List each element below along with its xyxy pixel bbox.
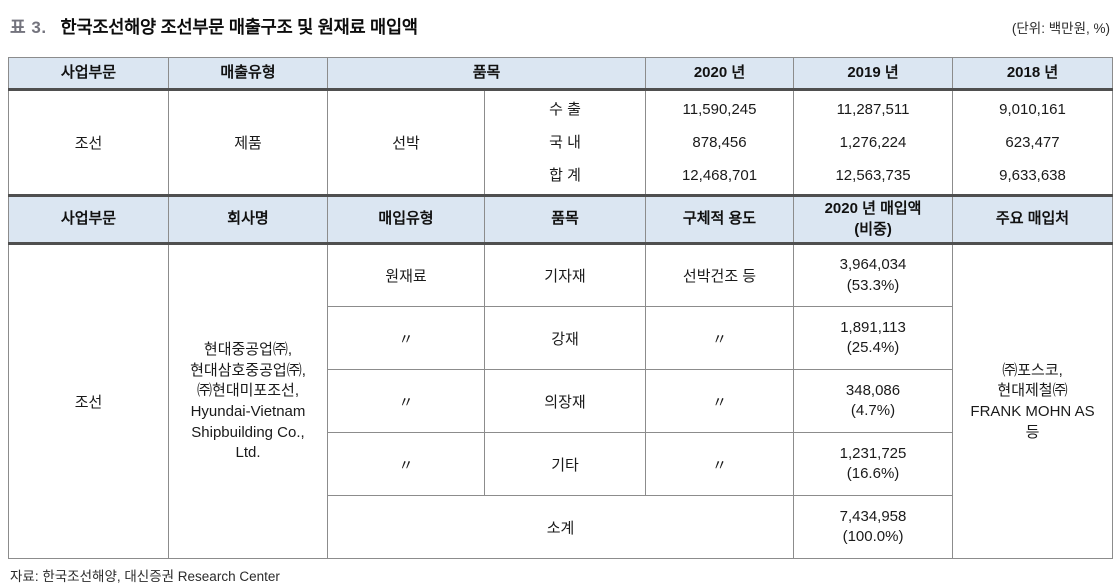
col-header-item-2: 품목 [483,193,647,246]
cell-usage-1: 선박건조 등 [645,243,795,308]
cell-sales-item: 선박 [327,89,485,196]
cell-purchase-type-3: 〃 [327,369,485,434]
value-export-2020: 11,590,245 [682,101,757,118]
cell-company-names: 현대중공업㈜, 현대삼호중공업㈜, ㈜현대미포조선, Hyundai-Vietn… [168,243,328,560]
value-domestic-2018: 623,477 [1005,134,1060,151]
cell-purchase-type-2: 〃 [327,306,485,371]
unit-note: (단위: 백만원, %) [1011,21,1110,36]
table-title-row: 표 3. 한국조선해양 조선부문 매출구조 및 원재료 매입액 (단위: 백만원… [8,13,1112,43]
sales-header-row: 사업부문 매출유형 품목 2020 년 2019 년 2018 년 [8,57,1114,91]
purchase-row-outfitting: 〃 의장재 〃 348,086 (4.7%) [9,369,1113,434]
cell-item-3: 의장재 [483,369,647,434]
cell-values-2020: 11,590,245 878,456 12,468,701 [645,89,795,196]
value-total-2020: 12,468,701 [681,167,758,184]
col-header-amount-2020: 2020 년 매입액 (비중) [793,193,954,246]
value-total-2018: 9,633,638 [999,167,1066,184]
cell-purchase-type-1: 원재료 [327,243,485,308]
col-header-usage: 구체적 용도 [645,193,795,246]
cell-values-2018: 9,010,161 623,477 9,633,638 [952,89,1114,196]
cell-values-2019: 11,287,511 1,276,224 12,563,735 [793,89,954,196]
col-header-2018: 2018 년 [952,57,1114,91]
col-header-sales-type: 매출유형 [168,57,328,91]
col-header-2020: 2020 년 [645,57,795,91]
cell-sales-division: 조선 [8,89,169,196]
cell-usage-3: 〃 [645,369,795,434]
value-domestic-2019: 1,276,224 [839,134,907,151]
col-header-item: 품목 [326,57,647,91]
cell-purchase-type-4: 〃 [327,432,485,497]
value-export-2018: 9,010,161 [999,101,1066,118]
cell-amount-3: 348,086 (4.7%) [793,369,954,434]
purchase-row-equipment: 조선 현대중공업㈜, 현대삼호중공업㈜, ㈜현대미포조선, Hyundai-Vi… [8,243,1114,560]
source-note: 자료: 한국조선해양, 대신증권 Research Center [10,569,280,585]
cell-usage-4: 〃 [645,432,795,497]
cell-item-2: 강재 [483,306,647,371]
label-domestic: 국 내 [549,134,581,151]
label-total: 합 계 [549,167,581,184]
cell-sales-breakdown-labels: 수 출 국 내 합 계 [483,89,647,196]
col-header-division: 사업부문 [8,57,169,91]
col-header-company: 회사명 [168,193,328,246]
table-number-label: 표 3. [10,18,47,37]
col-header-purchase-type: 매입유형 [327,193,485,246]
purchase-subtotal-row: 소계 7,434,958 (100.0%) [9,495,1113,560]
cell-item-1: 기자재 [483,243,647,308]
value-total-2019: 12,563,735 [835,167,911,184]
cell-subtotal-label: 소계 [326,495,795,560]
col-header-2019: 2019 년 [793,57,954,91]
revenue-purchase-table: 사업부문 매출유형 품목 2020 년 2019 년 2018 년 조선 제품 … [8,57,1114,560]
cell-purchase-division: 조선 [8,243,169,560]
cell-usage-2: 〃 [645,306,795,371]
source-row: 자료: 한국조선해양, 대신증권 Research Center [8,559,1112,586]
col-header-division-2: 사업부문 [8,193,169,246]
sales-data-row: 조선 제품 선박 수 출 국 내 합 계 11,590,245 878,456 … [8,89,1114,196]
purchase-header-row: 사업부문 회사명 매입유형 품목 구체적 용도 2020 년 매입액 (비중) … [8,193,1114,246]
cell-main-suppliers: ㈜포스코, 현대제철㈜ FRANK MOHN AS 등 [952,243,1114,560]
label-export: 수 출 [549,101,581,118]
col-header-supplier: 주요 매입처 [952,193,1114,246]
cell-amount-4: 1,231,725 (16.6%) [793,432,954,497]
purchase-row-other: 〃 기타 〃 1,231,725 (16.6%) [9,432,1113,497]
purchase-row-steel: 〃 강재 〃 1,891,113 (25.4%) [9,306,1113,371]
page-title: 한국조선해양 조선부문 매출구조 및 원재료 매입액 [60,17,418,37]
cell-subtotal-amount: 7,434,958 (100.0%) [793,495,954,560]
cell-item-4: 기타 [483,432,647,497]
value-domestic-2020: 878,456 [692,134,747,151]
value-export-2019: 11,287,511 [836,101,910,118]
cell-sales-type: 제품 [168,89,328,196]
cell-amount-1: 3,964,034 (53.3%) [793,243,954,308]
cell-amount-2: 1,891,113 (25.4%) [793,306,954,371]
